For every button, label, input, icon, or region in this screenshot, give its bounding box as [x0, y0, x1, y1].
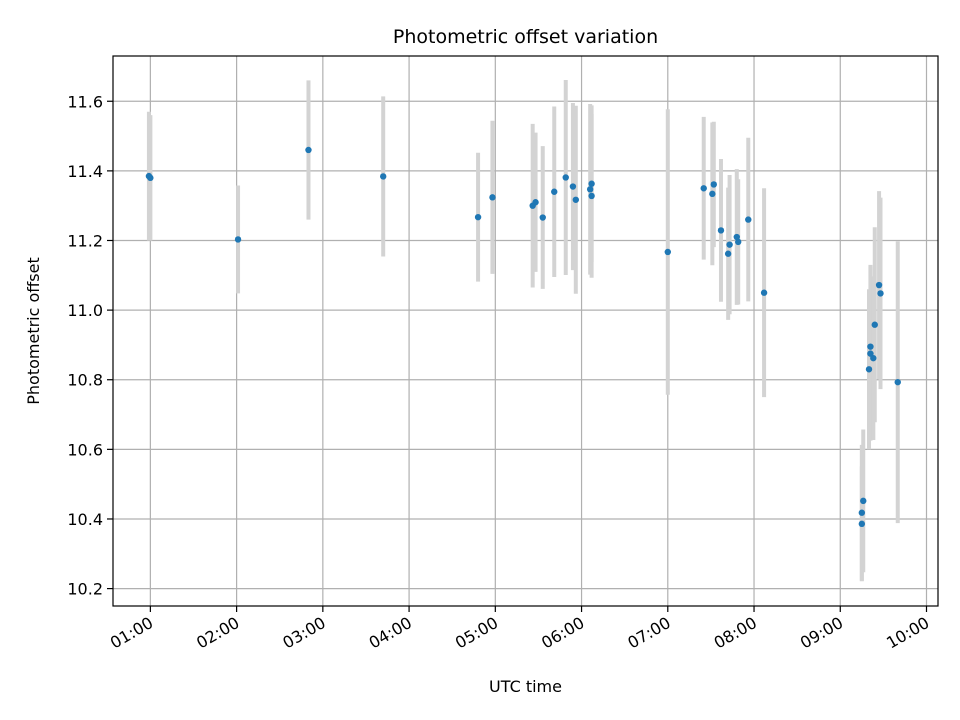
data-point — [877, 290, 884, 297]
x-tick-label: 01:00 — [107, 613, 156, 653]
data-point — [709, 190, 716, 198]
y-tick-label: 10.4 — [67, 510, 103, 529]
x-tick-label: 03:00 — [279, 613, 328, 653]
y-tick-label: 11.2 — [67, 231, 103, 250]
y-tick-label: 11.0 — [67, 301, 103, 320]
x-tick-label: 05:00 — [452, 613, 501, 653]
data-point — [858, 509, 866, 516]
data-point — [380, 173, 387, 180]
data-point — [569, 183, 577, 190]
x-axis: 01:00 02:00 03:00 04:00 05:00 06:00 07:00 08:00… — [107, 606, 933, 653]
data-point — [867, 343, 874, 350]
data-point — [865, 366, 873, 373]
data-point — [588, 180, 595, 187]
data-point — [147, 174, 154, 182]
data-point — [735, 238, 742, 246]
data-point — [539, 214, 546, 221]
data-point — [875, 281, 883, 289]
error-bars — [146, 80, 900, 582]
data-point — [489, 194, 496, 201]
data-point — [305, 146, 312, 154]
data-point — [717, 227, 725, 234]
data-point — [586, 186, 594, 193]
data-point — [664, 248, 671, 256]
grid — [113, 56, 938, 606]
data-point — [551, 188, 558, 195]
data-point — [726, 241, 733, 248]
data-point — [870, 354, 877, 362]
x-tick-label: 04:00 — [366, 613, 415, 653]
data-point — [572, 196, 580, 203]
y-axis: 10.2 10.4 10.6 10.8 11.0 11.2 11.4 11.6 — [67, 92, 113, 599]
plot-frame — [112, 55, 939, 607]
data-points — [145, 146, 901, 528]
y-tick-label: 10.2 — [67, 580, 103, 599]
x-tick-label: 09:00 — [797, 613, 846, 653]
x-tick-label: 10:00 — [883, 613, 932, 653]
data-point — [588, 192, 595, 200]
x-tick-label: 02:00 — [193, 613, 242, 653]
data-point — [474, 213, 482, 221]
data-point — [733, 233, 740, 241]
x-axis-label: UTC time — [489, 677, 562, 696]
data-point — [700, 185, 707, 192]
data-point — [745, 216, 752, 223]
y-tick-label: 11.6 — [67, 92, 103, 111]
data-point — [724, 250, 732, 257]
data-point — [860, 497, 867, 505]
x-tick-label: 06:00 — [538, 613, 587, 653]
data-point — [858, 520, 866, 528]
data-point — [562, 174, 569, 181]
y-tick-label: 11.4 — [67, 162, 103, 181]
x-tick-label: 08:00 — [711, 613, 760, 653]
y-tick-label: 10.6 — [67, 440, 103, 459]
data-point — [894, 378, 901, 386]
data-point — [760, 289, 768, 296]
y-axis-label: Photometric offset — [24, 257, 43, 405]
y-tick-label: 10.8 — [67, 371, 103, 390]
data-point — [532, 199, 539, 206]
x-tick-label: 07:00 — [624, 613, 673, 653]
chart-title: Photometric offset variation — [393, 26, 658, 48]
data-point — [871, 321, 878, 328]
data-point — [710, 181, 717, 188]
data-point — [234, 236, 242, 243]
